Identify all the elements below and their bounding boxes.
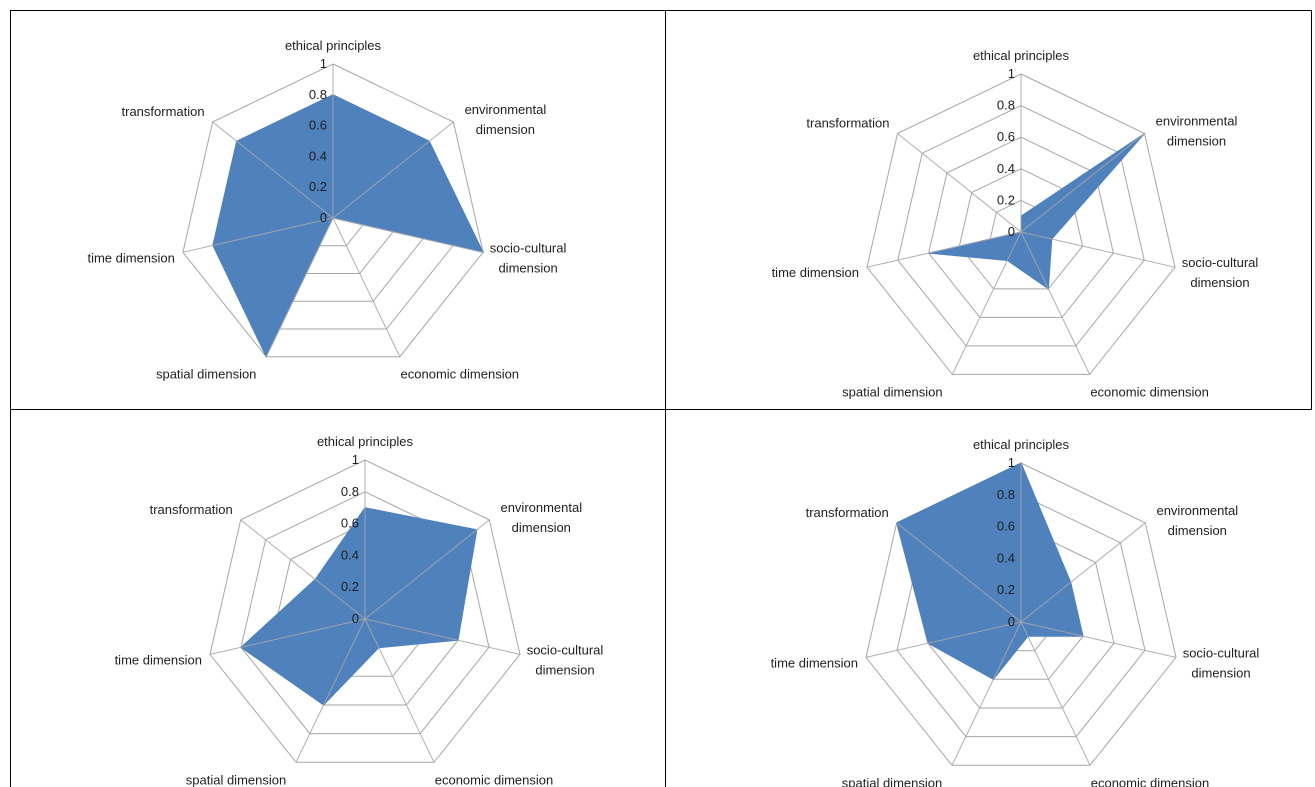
axis-label-economic-dimension: economic dimension bbox=[1090, 384, 1209, 399]
radar-chart-4-svg: 0 0.2 0.4 0.6 0.8 1 ethical principles environm… bbox=[771, 437, 1260, 787]
grid-ring-4 bbox=[897, 105, 1145, 347]
spoke-economic-dimension bbox=[364, 618, 435, 763]
spoke-time-dimension bbox=[865, 621, 1022, 658]
radar-chart-1: 0 0.2 0.4 0.6 0.8 1 ethical principles environm… bbox=[10, 10, 665, 410]
tick-label: 0.2 bbox=[997, 192, 1015, 207]
spoke-spatial-dimension bbox=[295, 618, 366, 763]
spoke-time-dimension bbox=[866, 231, 1022, 268]
axis-label-economic-dimension: economic dimension bbox=[1091, 775, 1210, 787]
axis-label-transformation: transformation bbox=[150, 502, 233, 517]
axis-label-spatial-dimension: spatial dimension bbox=[186, 772, 286, 787]
axis-label-socio-cultural-dimension: socio-cultural dimension bbox=[527, 642, 604, 677]
spoke-transformation bbox=[240, 519, 366, 620]
data-area bbox=[928, 133, 1145, 290]
spoke-socio-cultural-dimension bbox=[332, 217, 484, 253]
tick-label: 0 bbox=[320, 210, 327, 225]
axis-label-transformation: transformation bbox=[122, 104, 205, 119]
axis-label-socio-cultural-dimension: socio-cultural dimension bbox=[1183, 645, 1260, 680]
spoke-environmental-dimension bbox=[1020, 522, 1146, 623]
axis-label-environmental-dimension: environmental dimension bbox=[465, 102, 547, 137]
axis-label-socio-cultural-dimension: socio-cultural dimension bbox=[1182, 255, 1259, 290]
spoke-environmental-dimension bbox=[1020, 133, 1145, 233]
grid-ring-5 bbox=[209, 459, 521, 763]
axis-label-transformation: transformation bbox=[806, 505, 889, 520]
axis-label-time-dimension: time dimension bbox=[771, 655, 858, 670]
spoke-environmental-dimension bbox=[332, 121, 454, 219]
tick-label: 0.4 bbox=[309, 148, 327, 163]
axis-label-ethical-principles: ethical principles bbox=[317, 434, 414, 449]
axis-label-environmental-dimension: environmental dimension bbox=[1156, 114, 1238, 149]
axis-label-economic-dimension: economic dimension bbox=[401, 367, 520, 382]
tick-label: 0 bbox=[1008, 614, 1015, 629]
tick-label: 0.4 bbox=[997, 550, 1015, 565]
grid-ring-5 bbox=[866, 73, 1176, 375]
axis-label-time-dimension: time dimension bbox=[87, 250, 174, 265]
spoke-spatial-dimension bbox=[951, 621, 1022, 766]
spoke-socio-cultural-dimension bbox=[1020, 621, 1177, 658]
tick-label: 0.6 bbox=[997, 519, 1015, 534]
tick-label: 0.8 bbox=[997, 98, 1015, 113]
table-border-left bbox=[10, 10, 11, 787]
tick-label: 0.6 bbox=[341, 516, 359, 531]
spoke-transformation bbox=[896, 522, 1022, 623]
tick-label: 0.8 bbox=[309, 87, 327, 102]
tick-label: 1 bbox=[320, 56, 327, 71]
table-border-middle bbox=[10, 409, 1312, 410]
tick-label: 0 bbox=[1008, 224, 1015, 239]
tick-label: 0.6 bbox=[997, 129, 1015, 144]
tick-label: 0.2 bbox=[309, 179, 327, 194]
table-border-center bbox=[665, 10, 666, 787]
spoke-economic-dimension bbox=[332, 217, 401, 357]
data-area bbox=[212, 94, 485, 358]
tick-label: 1 bbox=[1008, 66, 1015, 81]
data-area bbox=[896, 462, 1084, 680]
radar-chart-2-svg: 0 0.2 0.4 0.6 0.8 1 ethical principles environm… bbox=[772, 48, 1259, 399]
axis-label-ethical-principles: ethical principles bbox=[973, 437, 1070, 452]
axis-label-spatial-dimension: spatial dimension bbox=[842, 384, 942, 399]
spoke-economic-dimension bbox=[1020, 231, 1091, 375]
axis-label-environmental-dimension: environmental dimension bbox=[500, 500, 582, 535]
spoke-socio-cultural-dimension bbox=[364, 618, 521, 655]
axis-label-time-dimension: time dimension bbox=[115, 652, 202, 667]
tick-label: 0.2 bbox=[997, 582, 1015, 597]
axis-label-transformation: transformation bbox=[806, 116, 889, 131]
spoke-spatial-dimension bbox=[951, 231, 1022, 375]
spoke-time-dimension bbox=[182, 217, 334, 253]
axis-label-socio-cultural-dimension: socio-cultural dimension bbox=[490, 240, 567, 275]
tick-label: 1 bbox=[1008, 455, 1015, 470]
spoke-socio-cultural-dimension bbox=[1020, 231, 1176, 268]
tick-label: 0.8 bbox=[341, 484, 359, 499]
axis-label-environmental-dimension: environmental dimension bbox=[1156, 503, 1238, 538]
spoke-time-dimension bbox=[209, 618, 366, 655]
spoke-economic-dimension bbox=[1020, 621, 1091, 766]
axis-label-spatial-dimension: spatial dimension bbox=[156, 367, 256, 382]
data-area bbox=[240, 507, 478, 706]
table-border-top bbox=[10, 10, 1312, 11]
tick-label: 0.6 bbox=[309, 118, 327, 133]
radar-chart-4: 0 0.2 0.4 0.6 0.8 1 ethical principles environm… bbox=[665, 410, 1312, 787]
axis-label-ethical-principles: ethical principles bbox=[973, 48, 1070, 63]
axis-label-spatial-dimension: spatial dimension bbox=[842, 775, 942, 787]
chart-grid-table: 0 0.2 0.4 0.6 0.8 1 ethical principles environm… bbox=[10, 10, 1312, 787]
table-border-right bbox=[1311, 10, 1312, 410]
axis-label-economic-dimension: economic dimension bbox=[435, 772, 554, 787]
tick-label: 0.2 bbox=[341, 579, 359, 594]
tick-label: 0 bbox=[352, 611, 359, 626]
grid-ring-5 bbox=[182, 63, 484, 358]
tick-label: 1 bbox=[352, 452, 359, 467]
spoke-transformation bbox=[212, 121, 334, 219]
axis-label-time-dimension: time dimension bbox=[772, 265, 859, 280]
tick-label: 0.8 bbox=[997, 487, 1015, 502]
radar-chart-2: 0 0.2 0.4 0.6 0.8 1 ethical principles environm… bbox=[665, 10, 1312, 410]
radar-chart-3-svg: 0 0.2 0.4 0.6 0.8 1 ethical principles environm… bbox=[115, 434, 604, 787]
radar-chart-1-svg: 0 0.2 0.4 0.6 0.8 1 ethical principles environm… bbox=[87, 38, 567, 382]
grid-ring-5 bbox=[865, 462, 1177, 766]
tick-label: 0.4 bbox=[341, 547, 359, 562]
radar-chart-3: 0 0.2 0.4 0.6 0.8 1 ethical principles environm… bbox=[10, 410, 665, 787]
axis-label-ethical-principles: ethical principles bbox=[285, 38, 382, 53]
spoke-transformation bbox=[897, 133, 1022, 233]
spoke-environmental-dimension bbox=[364, 519, 490, 620]
spoke-spatial-dimension bbox=[265, 217, 334, 357]
tick-label: 0.4 bbox=[997, 161, 1015, 176]
